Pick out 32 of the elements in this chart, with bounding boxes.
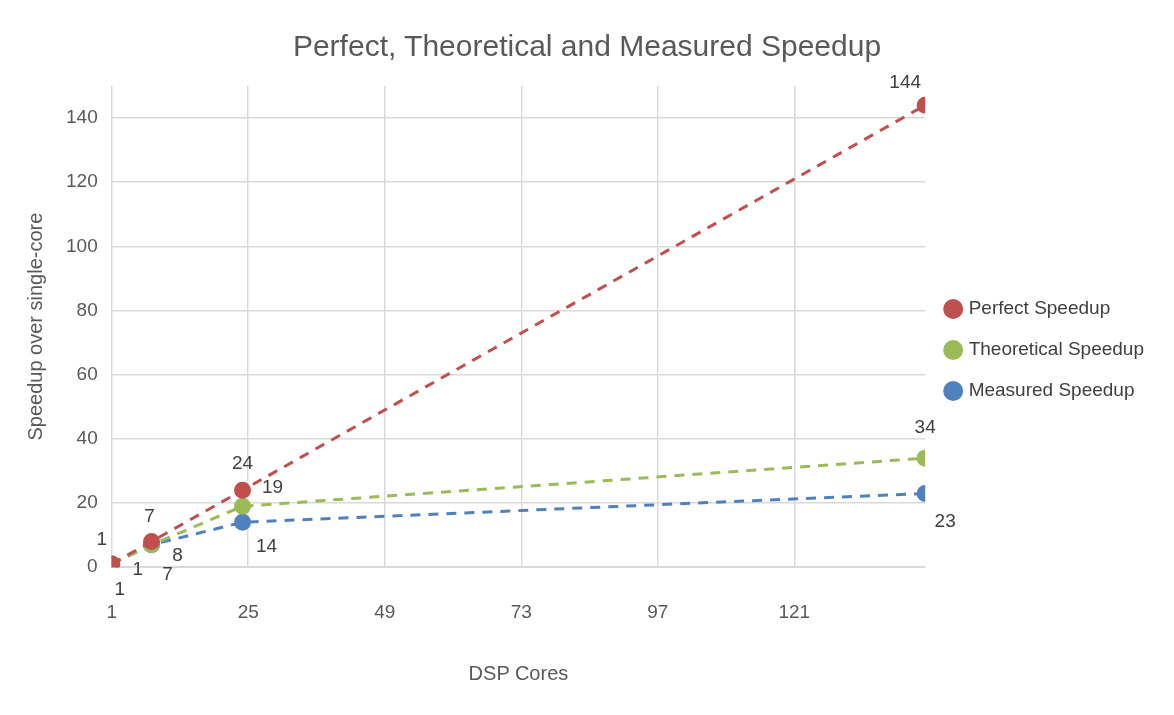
chart-title: Perfect, Theoretical and Measured Speedup (292, 29, 882, 63)
y-tick-label: 80 (76, 298, 98, 320)
data-label: 24 (231, 452, 254, 474)
data-label: 1 (96, 528, 107, 550)
data-label: 144 (889, 71, 922, 93)
x-tick-label: 25 (237, 600, 259, 622)
data-label: 1 (132, 558, 143, 580)
x-tick-label: 73 (510, 600, 532, 622)
y-tick-label: 140 (66, 106, 98, 128)
y-tick-label: 100 (66, 234, 98, 256)
data-label: 8 (172, 543, 183, 565)
y-tick-label: 120 (66, 170, 98, 192)
y-tick-label: 40 (76, 427, 98, 449)
x-tick-label: 49 (374, 600, 396, 622)
y-tick-label: 20 (76, 491, 98, 513)
x-tick-label: 97 (647, 600, 669, 622)
legend-label: Perfect Speedup (968, 297, 1111, 319)
data-label: 1 (114, 578, 125, 600)
data-label: 34 (914, 416, 937, 438)
x-tick-label: 121 (778, 600, 811, 622)
data-label: 7 (144, 504, 155, 526)
data-label: 7 (162, 562, 173, 584)
legend-label: Theoretical Speedup (968, 338, 1144, 360)
data-label: 23 (934, 509, 956, 531)
data-label: 19 (261, 476, 284, 498)
legend-label: Measured Speedup (968, 379, 1135, 401)
x-tick-label: 1 (106, 600, 117, 622)
y-tick-label: 60 (76, 362, 98, 384)
y-axis-title: Speedup over single-core (23, 212, 46, 441)
y-tick-label: 0 (87, 555, 98, 577)
data-label: 14 (255, 534, 278, 556)
x-axis-title: DSP Cores (468, 661, 569, 684)
